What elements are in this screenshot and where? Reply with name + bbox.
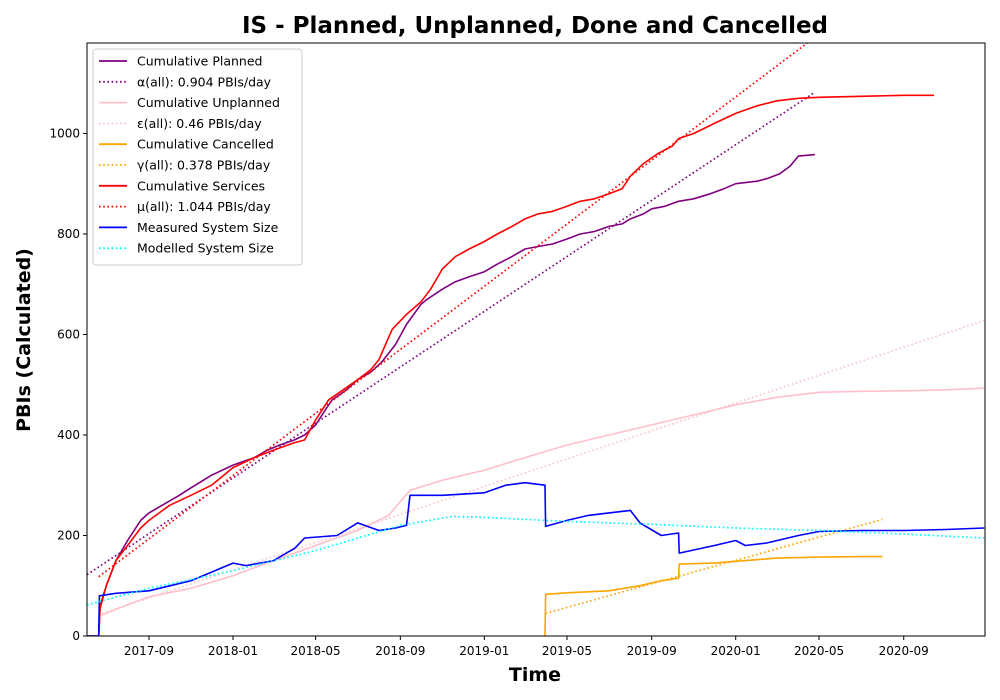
x-tick-label: 2020-09 — [879, 644, 929, 658]
series-line-3 — [101, 387, 985, 616]
series-line-2 — [87, 91, 816, 576]
y-tick-label: 1000 — [49, 126, 80, 140]
y-tick-label: 0 — [72, 629, 80, 643]
x-tick-label: 2019-05 — [542, 644, 592, 658]
x-tick-label: 2020-05 — [794, 644, 844, 658]
y-tick-label: 800 — [57, 227, 80, 241]
x-tick-label: 2018-09 — [375, 644, 425, 658]
legend-entry: α(all): 0.904 PBIs/day — [137, 74, 272, 89]
legend-entry: γ(all): 0.378 PBIs/day — [137, 158, 271, 173]
x-tick-label: 2019-01 — [459, 644, 509, 658]
y-tick-label: 200 — [57, 528, 80, 542]
x-tick-label: 2019-09 — [627, 644, 677, 658]
legend-box — [92, 48, 303, 266]
y-tick-label: 400 — [57, 428, 80, 442]
y-tick-label: 600 — [57, 327, 80, 341]
legend-entry: Measured System Size — [137, 220, 279, 235]
series-line-7 — [97, 94, 934, 636]
series-line-6 — [545, 518, 883, 615]
y-axis-title: PBIs (Calculated) — [13, 248, 35, 432]
legend-entry: Cumulative Unplanned — [137, 95, 280, 110]
series-line-10 — [87, 515, 985, 606]
x-tick-label: 2017-09 — [124, 644, 174, 658]
series-line-1 — [88, 153, 815, 636]
axes-layer: 2017-09 2018-01 2018-05 2018-09 2019-01 2019-… — [49, 42, 986, 658]
legend-entry: Cumulative Services — [137, 178, 265, 193]
legend-entry: μ(all): 1.044 PBIs/day — [137, 199, 271, 214]
legend: Cumulative Planned α(all): 0.904 PBIs/day… — [92, 48, 303, 266]
x-axis-title: Time — [509, 664, 561, 686]
series-layer — [87, 43, 985, 636]
series-line-9 — [87, 481, 985, 636]
series-line-5 — [544, 555, 883, 636]
series-line-8 — [98, 43, 808, 578]
x-tick-label: 2020-01 — [711, 644, 761, 658]
legend-entry: Modelled System Size — [137, 241, 274, 256]
legend-entry: Cumulative Cancelled — [137, 137, 274, 152]
x-tick-label: 2018-01 — [208, 644, 258, 658]
x-tick-label: 2018-05 — [291, 644, 341, 658]
plot-frame — [86, 42, 986, 637]
legend-entry: ε(all): 0.46 PBIs/day — [137, 116, 262, 131]
chart-title: IS - Planned, Unplanned, Done and Cancel… — [242, 13, 828, 39]
legend-entry: Cumulative Planned — [137, 54, 262, 69]
